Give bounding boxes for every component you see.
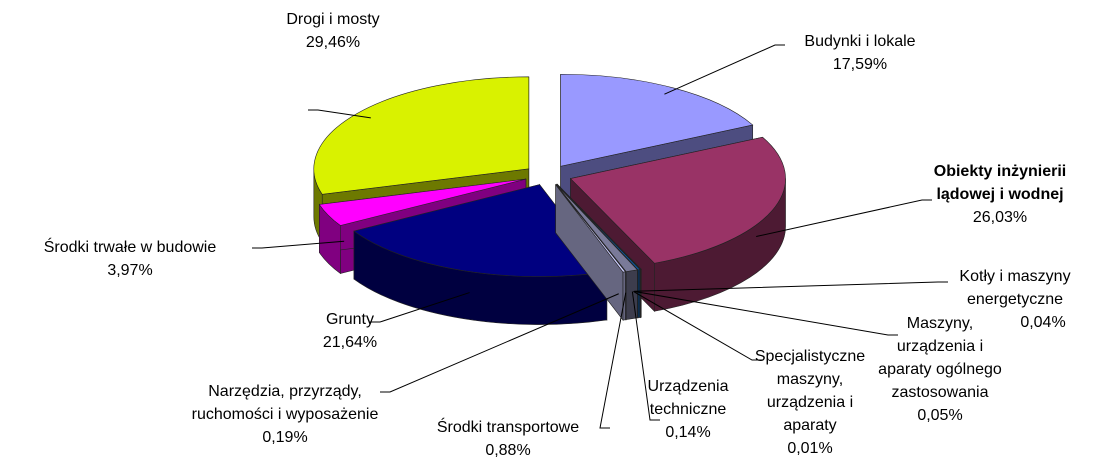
slice-label: Urządzenia techniczne 0,14%: [628, 375, 748, 444]
leader-line: [370, 292, 470, 323]
value-label: 3,97%: [107, 262, 153, 279]
slice: [555, 184, 626, 273]
leader-line: [631, 291, 660, 421]
category-label: Drogi i mosty: [286, 11, 380, 28]
leader-line: [634, 281, 948, 292]
category-label: Narzędzia, przyrządy, ruchomości i wypos…: [191, 383, 379, 423]
slice: [560, 73, 754, 167]
category-label: Kotły i maszyny energetyczne: [959, 268, 1071, 308]
value-label: 0,14%: [665, 424, 711, 441]
leader-line: [308, 109, 371, 119]
slice: [569, 136, 786, 264]
leader-line: [380, 293, 619, 393]
slice: [318, 178, 527, 226]
slice-side: [637, 269, 641, 319]
slice-label: Narzędzia, przyrządy, ruchomości i wypos…: [170, 380, 400, 449]
slice: [353, 184, 608, 277]
slice-label: Budynki i lokale 17,59%: [775, 30, 945, 76]
slice-label: Grunty 21,64%: [300, 308, 400, 354]
slice: [556, 184, 638, 272]
category-label: Urządzenia techniczne: [647, 378, 729, 418]
category-label: Środki transportowe: [436, 419, 580, 436]
category-label: Grunty: [325, 311, 374, 328]
slice-label: Obiekty inżynierii lądowej i wodnej 26,03…: [905, 160, 1095, 229]
value-label: 0,88%: [485, 442, 531, 459]
value-label: 26,03%: [972, 209, 1028, 226]
category-label: Budynki i lokale: [804, 33, 916, 50]
category-label: Specjalistyczne maszyny, urządzenia i ap…: [754, 348, 866, 434]
slice-label: Środki transportowe 0,88%: [403, 416, 613, 462]
value-label: 0,01%: [787, 440, 833, 457]
slice-label: Drogi i mosty 29,46%: [253, 8, 413, 54]
value-label: 0,05%: [917, 407, 963, 424]
category-label: Maszyny, urządzenia i aparaty ogólnego z…: [878, 315, 1002, 401]
slice: [313, 76, 530, 195]
value-label: 0,04%: [1020, 314, 1066, 331]
leader-line: [599, 292, 627, 429]
leader-line: [252, 240, 345, 249]
slice-label: Kotły i maszyny energetyczne: [935, 265, 1095, 311]
category-label: Środki trwałe w budowie: [43, 239, 217, 256]
leader-line: [756, 199, 932, 238]
value-label: 21,64%: [322, 334, 378, 351]
value-label: 0,19%: [262, 429, 308, 446]
value-label: 29,46%: [305, 34, 361, 51]
category-label: Obiekty inżynierii lądowej i wodnej: [933, 163, 1067, 203]
slice-label: Maszyny, urządzenia i aparaty ogólnego z…: [875, 312, 1005, 427]
leader-line: [664, 44, 785, 95]
slice: [556, 184, 641, 271]
slice-label: Specjalistyczne maszyny, urządzenia i ap…: [745, 345, 875, 460]
leader-line: [633, 290, 898, 336]
slice-label: Środki trwałe w budowie 3,97%: [0, 236, 260, 282]
value-label: 17,59%: [832, 56, 888, 73]
leader-line: [633, 290, 762, 361]
